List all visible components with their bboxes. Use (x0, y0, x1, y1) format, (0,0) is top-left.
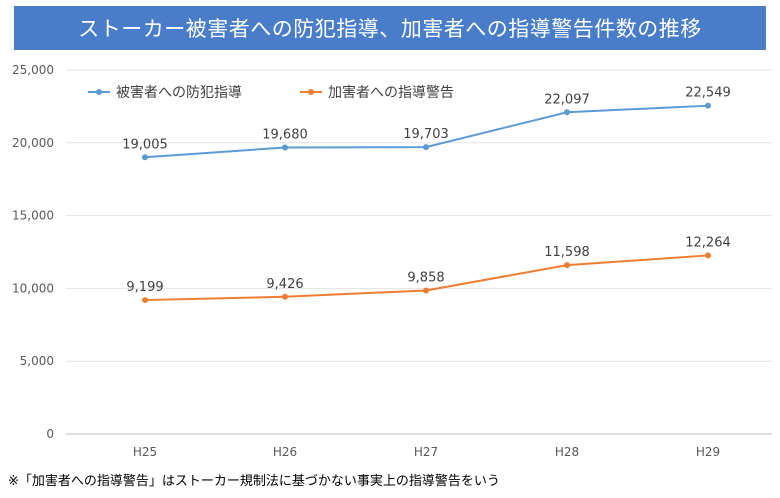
y-tick-label: 20,000 (12, 136, 54, 150)
y-tick-label: 5,000 (20, 354, 54, 368)
x-tick-label: H25 (133, 445, 157, 459)
y-tick-label: 10,000 (12, 281, 54, 295)
x-tick-label: H29 (696, 445, 720, 459)
data-label: 19,005 (122, 137, 168, 152)
y-tick-label: 25,000 (12, 63, 54, 77)
data-point (142, 154, 148, 161)
legend-label: 加害者への指導警告 (328, 85, 454, 101)
data-label: 11,598 (544, 245, 590, 260)
legend-label: 被害者への防犯指導 (116, 85, 242, 101)
data-label: 19,703 (403, 127, 449, 142)
data-label: 9,199 (126, 280, 163, 295)
footnote: ※「加害者への指導警告」はストーカー規制法に基づかない事実上の指導警告をいう (8, 474, 500, 489)
data-point (705, 102, 711, 109)
data-point (423, 287, 429, 294)
data-label: 9,858 (407, 270, 444, 285)
legend-swatch-marker (96, 89, 102, 95)
data-point (705, 252, 711, 259)
x-tick-label: H28 (555, 445, 579, 459)
chart-title: ストーカー被害者への防犯指導、加害者への指導警告件数の推移 (14, 6, 766, 50)
data-label: 22,549 (685, 86, 731, 101)
y-tick-label: 0 (46, 427, 54, 441)
legend-swatch-marker (308, 89, 314, 95)
y-tick-label: 15,000 (12, 209, 54, 223)
data-point (564, 262, 570, 269)
data-label: 9,426 (266, 277, 303, 292)
x-tick-label: H26 (273, 445, 297, 459)
data-point (423, 144, 429, 151)
x-tick-label: H27 (414, 445, 438, 459)
data-label: 12,264 (685, 235, 731, 250)
data-point (282, 144, 288, 151)
data-point (564, 109, 570, 116)
data-point (282, 293, 288, 300)
data-label: 22,097 (544, 92, 590, 107)
data-point (142, 297, 148, 304)
data-label: 19,680 (262, 127, 308, 142)
